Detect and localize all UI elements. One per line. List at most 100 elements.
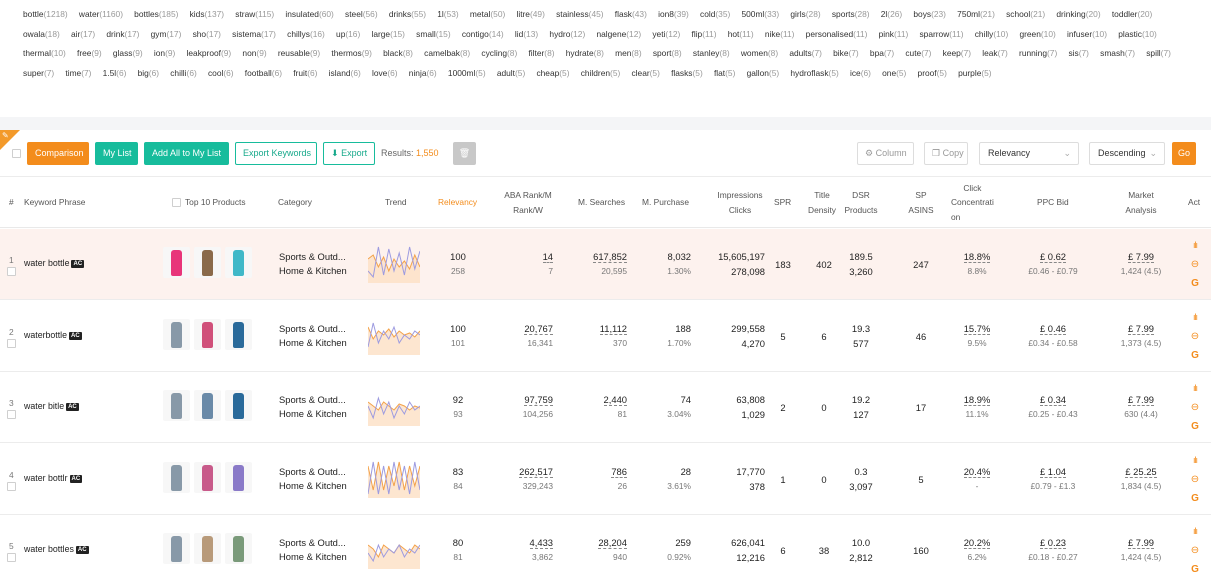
keyword-chip[interactable]: boys(23) bbox=[913, 5, 946, 25]
product-thumbnail[interactable] bbox=[163, 461, 190, 493]
keyword-chip[interactable]: women(8) bbox=[741, 44, 778, 64]
col-m-purchase[interactable]: M. Purchase bbox=[642, 197, 690, 208]
more-options-icon[interactable]: ⊖ bbox=[1190, 545, 1200, 556]
keyword-chip[interactable]: glass(9) bbox=[113, 44, 143, 64]
google-icon[interactable]: G bbox=[1191, 349, 1199, 361]
product-thumbnail[interactable] bbox=[163, 247, 190, 278]
google-icon[interactable]: G bbox=[1191, 492, 1199, 504]
monthly-searches[interactable]: 786 bbox=[577, 465, 627, 478]
click-concentration[interactable]: 20.4% bbox=[958, 465, 996, 478]
ppc-bid[interactable]: £ 0.62 bbox=[1018, 251, 1088, 263]
keyword-chip[interactable]: chilly(10) bbox=[975, 25, 1009, 45]
keyword-chip[interactable]: drinks(55) bbox=[389, 5, 426, 25]
keyword-chip[interactable]: gym(17) bbox=[151, 25, 182, 45]
trend-sparkline[interactable] bbox=[368, 458, 420, 498]
keyword-phrase[interactable]: waterbottle AC bbox=[24, 330, 82, 340]
keyword-phrase[interactable]: water bitle AC bbox=[24, 401, 79, 411]
keyword-chip[interactable]: sis(7) bbox=[1068, 44, 1089, 64]
keyword-chip[interactable]: yeti(12) bbox=[652, 25, 680, 45]
select-all-checkbox[interactable] bbox=[12, 149, 21, 158]
keyword-chip[interactable]: chilli(6) bbox=[170, 64, 197, 84]
top10-thumbnails[interactable] bbox=[163, 533, 252, 564]
trend-sparkline[interactable] bbox=[368, 386, 420, 426]
keyword-chip[interactable]: cycling(8) bbox=[481, 44, 517, 64]
keyword-chip[interactable]: hydro(12) bbox=[549, 25, 585, 45]
click-concentration[interactable]: 18.8% bbox=[958, 251, 996, 263]
row-checkbox[interactable] bbox=[7, 481, 16, 491]
keyword-chip[interactable]: island(6) bbox=[329, 64, 361, 84]
keyword-chip[interactable]: toddler(20) bbox=[1112, 5, 1153, 25]
col-click-concentration[interactable]: Click Concentrati on bbox=[951, 177, 994, 228]
keyword-chip[interactable]: one(5) bbox=[882, 64, 906, 84]
keyword-chip[interactable]: thermal(10) bbox=[23, 44, 66, 64]
col-relevancy[interactable]: Relevancy bbox=[438, 197, 478, 208]
col-title-density[interactable]: Title Density bbox=[800, 177, 844, 228]
market-analysis[interactable]: £ 7.99 bbox=[1110, 394, 1172, 406]
chart-bars-icon[interactable]: ılı bbox=[1192, 240, 1198, 250]
keyword-chip[interactable]: insulated(60) bbox=[285, 5, 333, 25]
keyword-chip[interactable]: sports(28) bbox=[832, 5, 870, 25]
keyword-chip[interactable]: stanley(8) bbox=[693, 44, 730, 64]
monthly-searches[interactable]: 28,204 bbox=[577, 537, 627, 549]
keyword-chip[interactable]: water(1160) bbox=[79, 5, 123, 25]
keyword-chip[interactable]: ice(6) bbox=[850, 64, 871, 84]
keyword-chip[interactable]: kids(137) bbox=[190, 5, 224, 25]
product-thumbnail[interactable] bbox=[225, 318, 252, 350]
keyword-chip[interactable]: free(9) bbox=[77, 44, 102, 64]
product-thumbnail[interactable] bbox=[225, 390, 252, 421]
product-thumbnail[interactable] bbox=[225, 533, 252, 564]
col-sp-asins[interactable]: SP ASINS bbox=[901, 177, 941, 228]
monthly-searches[interactable]: 2,440 bbox=[577, 394, 627, 406]
keyword-chip[interactable]: hot(11) bbox=[728, 25, 754, 45]
keyword-chip[interactable]: nike(11) bbox=[765, 25, 795, 45]
more-options-icon[interactable]: ⊖ bbox=[1190, 330, 1200, 342]
keyword-phrase[interactable]: water bottlr AC bbox=[24, 473, 83, 483]
chart-bars-icon[interactable]: ılı bbox=[1192, 311, 1198, 322]
keyword-chip[interactable]: bpa(7) bbox=[870, 44, 894, 64]
row-checkbox[interactable] bbox=[7, 338, 16, 348]
keyword-chip[interactable]: super(7) bbox=[23, 64, 54, 84]
top10-thumbnails[interactable] bbox=[163, 461, 252, 493]
keyword-chip[interactable]: adult(5) bbox=[497, 64, 525, 84]
comparison-button[interactable]: Comparison bbox=[27, 142, 89, 165]
monthly-searches[interactable]: 11,112 bbox=[577, 322, 627, 335]
keyword-chip[interactable]: clear(5) bbox=[631, 64, 659, 84]
product-thumbnail[interactable] bbox=[163, 533, 190, 564]
market-analysis[interactable]: £ 25.25 bbox=[1110, 465, 1172, 478]
export-keywords-button[interactable]: Export Keywords bbox=[235, 142, 317, 165]
keyword-chip[interactable]: big(6) bbox=[138, 64, 159, 84]
col-spr[interactable]: SPR bbox=[774, 197, 792, 208]
keyword-chip[interactable]: small(15) bbox=[416, 25, 450, 45]
chart-bars-icon[interactable]: ılı bbox=[1192, 454, 1198, 465]
keyword-chip[interactable]: contigo(14) bbox=[462, 25, 504, 45]
more-options-icon[interactable]: ⊖ bbox=[1190, 473, 1200, 485]
market-analysis[interactable]: £ 7.99 bbox=[1110, 322, 1172, 335]
ppc-bid[interactable]: £ 0.34 bbox=[1018, 394, 1088, 406]
keyword-chip[interactable]: up(16) bbox=[336, 25, 360, 45]
aba-rank-month[interactable]: 262,517 bbox=[503, 465, 553, 478]
keyword-chip[interactable]: love(6) bbox=[372, 64, 398, 84]
keyword-phrase[interactable]: water bottles AC bbox=[24, 544, 89, 554]
product-thumbnail[interactable] bbox=[194, 461, 221, 493]
keyword-chip[interactable]: metal(50) bbox=[470, 5, 505, 25]
top10-thumbnails[interactable] bbox=[163, 318, 252, 350]
click-concentration[interactable]: 18.9% bbox=[958, 394, 996, 406]
keyword-chip[interactable]: spill(7) bbox=[1146, 44, 1171, 64]
keyword-chip[interactable]: hydroflask(5) bbox=[790, 64, 838, 84]
sort-field-select[interactable]: Relevancy ⌄ bbox=[979, 142, 1079, 165]
keyword-chip[interactable]: 1.5l(6) bbox=[103, 64, 127, 84]
keyword-chip[interactable]: sport(8) bbox=[653, 44, 682, 64]
keyword-chip[interactable]: men(8) bbox=[615, 44, 642, 64]
col-market-analysis[interactable]: Market Analysis bbox=[1116, 177, 1166, 228]
keyword-chip[interactable]: air(17) bbox=[71, 25, 95, 45]
keyword-chip[interactable]: cute(7) bbox=[905, 44, 931, 64]
sort-order-select[interactable]: Descending ⌄ bbox=[1089, 142, 1165, 165]
aba-rank-month[interactable]: 4,433 bbox=[503, 537, 553, 549]
aba-rank-month[interactable]: 20,767 bbox=[503, 322, 553, 335]
top10-thumbnails[interactable] bbox=[163, 247, 252, 278]
go-button[interactable]: Go bbox=[1172, 142, 1196, 165]
keyword-chip[interactable]: bottles(185) bbox=[134, 5, 178, 25]
product-thumbnail[interactable] bbox=[194, 390, 221, 421]
market-analysis[interactable]: £ 7.99 bbox=[1110, 251, 1172, 263]
keyword-chip[interactable]: nalgene(12) bbox=[596, 25, 641, 45]
